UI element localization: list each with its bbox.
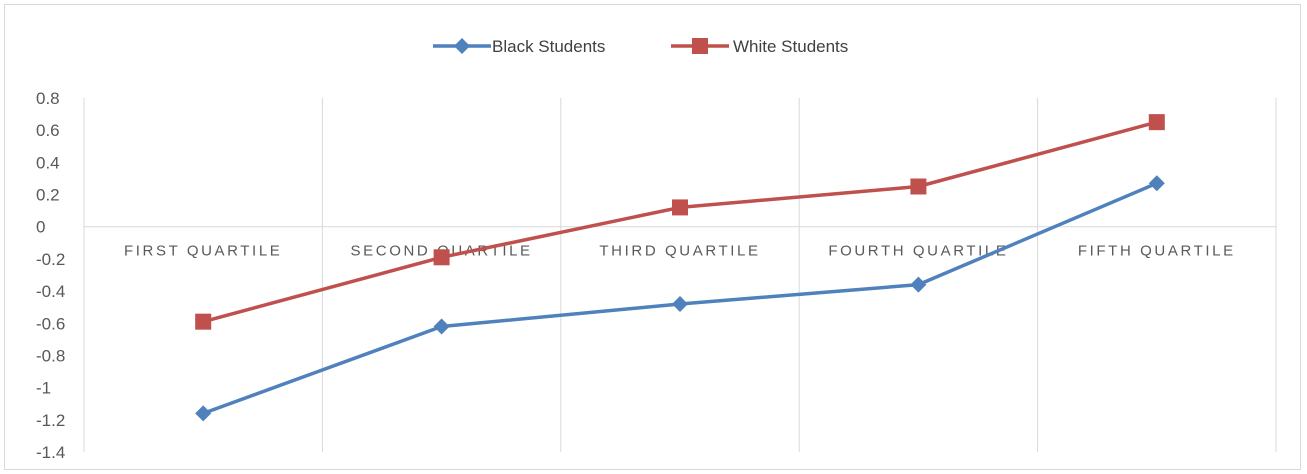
category-label: FOURTH QUARTILE — [828, 243, 1008, 260]
y-tick-label: -0.6 — [36, 314, 65, 333]
gridlines — [83, 98, 1277, 452]
legend-marker-square — [692, 38, 708, 54]
legend-label: White Students — [733, 37, 848, 56]
legend: Black Students White Students — [433, 37, 848, 56]
data-point-diamond — [195, 405, 212, 422]
y-tick-label: 0.6 — [36, 121, 60, 140]
data-point-diamond — [433, 318, 450, 335]
legend-item: White Students — [671, 37, 848, 56]
data-point-diamond — [1148, 175, 1165, 192]
category-labels: FIRST QUARTILE SECOND QUARTILE THIRD QUART… — [124, 243, 1236, 260]
data-point-square — [672, 199, 688, 216]
series-line — [201, 120, 1159, 324]
legend-label: Black Students — [492, 37, 605, 56]
chart-area — [4, 4, 1301, 470]
legend-marker-diamond — [454, 38, 470, 54]
y-tick-label: -0.4 — [36, 282, 65, 301]
y-tick-label: -1 — [36, 379, 51, 398]
data-point-square — [1148, 114, 1165, 131]
y-tick-label: 0.2 — [36, 186, 60, 205]
data-point-square — [433, 249, 450, 266]
y-tick-label: 0 — [36, 218, 45, 237]
category-label: FIRST QUARTILE — [124, 243, 282, 260]
series — [195, 114, 1165, 422]
data-point-diamond — [672, 295, 688, 312]
data-point-square — [195, 313, 212, 330]
category-label: FIFTH QUARTILE — [1078, 243, 1236, 260]
y-tick-label: 0.4 — [36, 153, 60, 172]
y-tick-label: -1.2 — [36, 411, 65, 430]
series-black-students — [195, 175, 1165, 422]
data-point-square — [910, 178, 927, 195]
legend-item: Black Students — [433, 37, 605, 56]
series-white-students — [195, 114, 1165, 330]
y-tick-label: -0.2 — [36, 250, 65, 269]
y-tick-label: 0.8 — [36, 89, 60, 108]
y-tick-label: -1.4 — [36, 443, 65, 462]
y-tick-label: -0.8 — [36, 346, 65, 365]
data-point-diamond — [910, 276, 927, 293]
category-label: THIRD QUARTILE — [599, 243, 760, 260]
y-axis-ticks: 0.8 0.6 0.4 0.2 0 -0.2 -0.4 -0.6 -0.8 -1 -1.2 -1.4 — [36, 89, 65, 462]
